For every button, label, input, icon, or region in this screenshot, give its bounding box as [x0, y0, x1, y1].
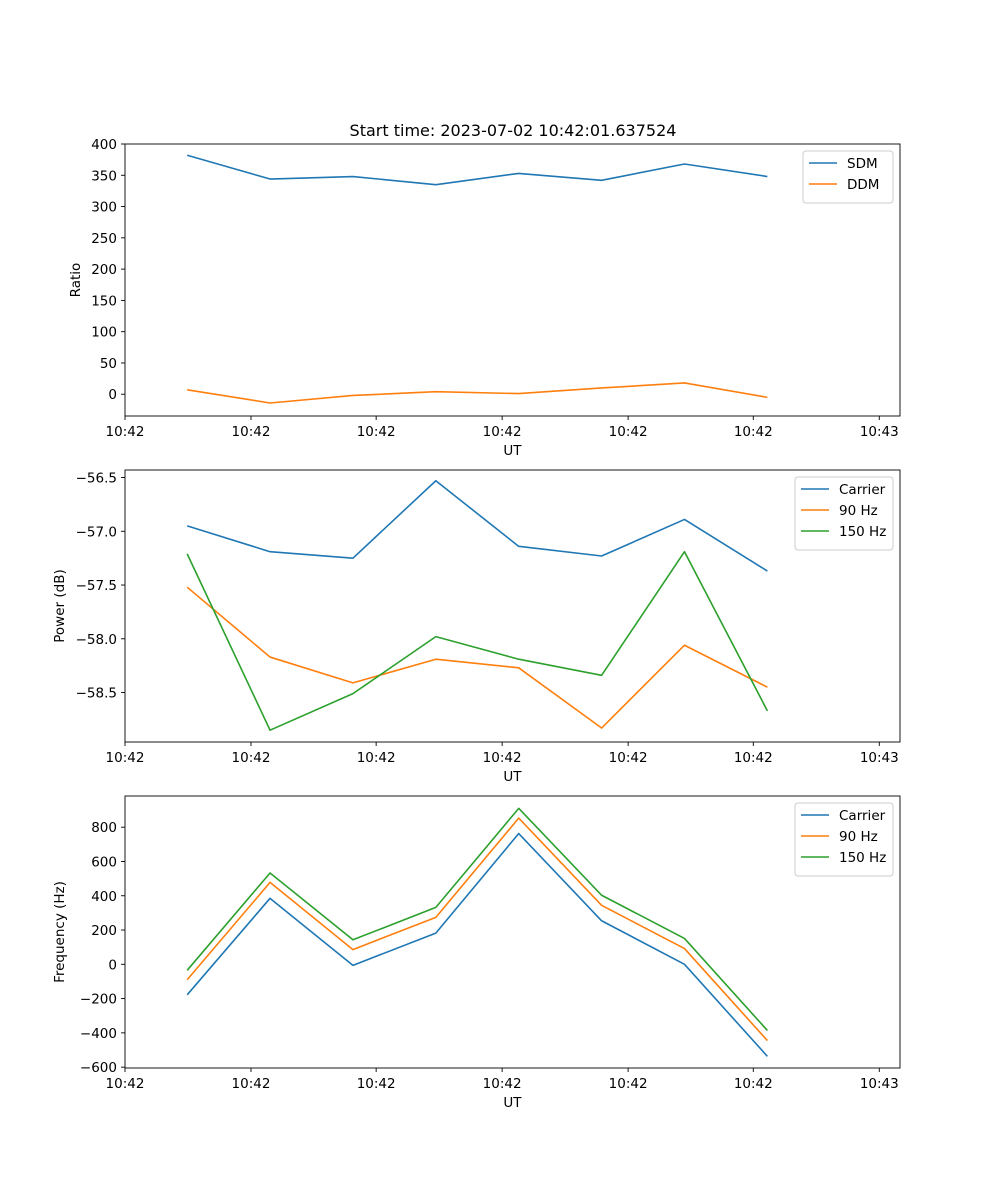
y-tick-label: 400	[91, 889, 117, 905]
legend-label: 150 Hz	[839, 524, 886, 540]
x-tick-label: 10:43	[860, 750, 899, 766]
series-line-150-hz	[186, 807, 768, 1032]
legend-label: 90 Hz	[839, 829, 878, 845]
y-tick-label: 350	[91, 168, 117, 184]
x-tick-label: 10:42	[609, 750, 648, 766]
x-axis-label: UT	[503, 1095, 522, 1111]
x-tick-label: 10:42	[232, 424, 271, 440]
x-tick-label: 10:43	[860, 1076, 899, 1092]
subplots: 10:42 10:42 10:42 10:42 10:42 10:42 10:43 0 50 10…	[52, 137, 901, 1111]
series-line-150-hz	[186, 550, 769, 731]
x-tick-label: 10:42	[734, 1076, 773, 1092]
y-tick-label: 200	[91, 923, 117, 939]
y-tick-label: −58.5	[76, 686, 117, 702]
x-tick-label: 10:42	[609, 1076, 648, 1092]
figure-title: Start time: 2023-07-02 10:42:01.637524	[350, 121, 677, 140]
y-tick-label: −600	[80, 1060, 117, 1076]
axes-frame	[124, 795, 901, 1069]
legend-box	[802, 150, 894, 204]
legend: SDM DDM	[802, 150, 894, 204]
y-tick-label: 250	[91, 231, 117, 247]
y-tick-label: 0	[108, 957, 117, 973]
y-axis-label: Frequency (Hz)	[52, 881, 68, 983]
series-line-ddm	[187, 382, 768, 404]
legend: Carrier 90 Hz 150 Hz	[794, 802, 894, 877]
y-tick-label: 0	[108, 387, 117, 403]
y-tick-label: 200	[91, 262, 117, 278]
x-tick-label: 10:42	[483, 424, 522, 440]
x-tick-label: 10:42	[106, 424, 145, 440]
legend-label: Carrier	[839, 482, 886, 498]
subplot-1: 10:42 10:42 10:42 10:42 10:42 10:42 10:43 0 50 10…	[68, 137, 901, 459]
subplot-2: 10:42 10:42 10:42 10:42 10:42 10:42 10:43 −58.5…	[52, 469, 901, 785]
legend-label: DDM	[847, 177, 879, 193]
subplot-3: 10:42 10:42 10:42 10:42 10:42 10:42 10:43 −600 −…	[52, 795, 901, 1111]
y-axis-label: Power (dB)	[52, 569, 68, 642]
y-tick-label: 800	[91, 820, 117, 836]
legend-label: 150 Hz	[839, 850, 886, 866]
y-tick-label: −57.0	[76, 524, 117, 540]
x-tick-label: 10:42	[232, 750, 271, 766]
axes-frame	[124, 469, 901, 743]
y-tick-label: 600	[91, 854, 117, 870]
series-line-90-hz	[186, 817, 768, 1042]
x-tick-label: 10:42	[357, 424, 396, 440]
y-tick-label: 400	[91, 137, 117, 153]
x-tick-label: 10:42	[483, 1076, 522, 1092]
x-tick-label: 10:43	[860, 424, 899, 440]
x-axis-label: UT	[503, 769, 522, 785]
x-axis-label: UT	[503, 443, 522, 459]
y-axis-label: Ratio	[68, 263, 84, 298]
y-tick-label: −58.0	[76, 632, 117, 648]
series-line-carrier	[186, 832, 768, 1057]
y-tick-label: −56.5	[76, 471, 117, 487]
y-tick-label: −200	[80, 992, 117, 1008]
x-tick-label: 10:42	[106, 1076, 145, 1092]
x-tick-label: 10:42	[734, 424, 773, 440]
y-tick-label: 100	[91, 325, 117, 341]
series-line-sdm	[186, 154, 768, 186]
series-line-90-hz	[186, 586, 768, 729]
axes-frame	[124, 143, 901, 417]
x-tick-label: 10:42	[483, 750, 522, 766]
x-tick-label: 10:42	[106, 750, 145, 766]
legend-label: 90 Hz	[839, 503, 878, 519]
x-tick-label: 10:42	[232, 1076, 271, 1092]
series-line-carrier	[186, 479, 768, 572]
x-tick-label: 10:42	[357, 750, 396, 766]
y-tick-label: −400	[80, 1026, 117, 1042]
x-tick-label: 10:42	[609, 424, 648, 440]
legend-label: SDM	[847, 156, 878, 172]
y-tick-label: −57.5	[76, 578, 117, 594]
legend: Carrier 90 Hz 150 Hz	[794, 476, 894, 551]
legend-label: Carrier	[839, 808, 886, 824]
x-tick-label: 10:42	[734, 750, 773, 766]
x-tick-label: 10:42	[357, 1076, 396, 1092]
y-tick-label: 50	[100, 356, 117, 372]
y-tick-label: 300	[91, 200, 117, 216]
y-tick-label: 150	[91, 293, 117, 309]
